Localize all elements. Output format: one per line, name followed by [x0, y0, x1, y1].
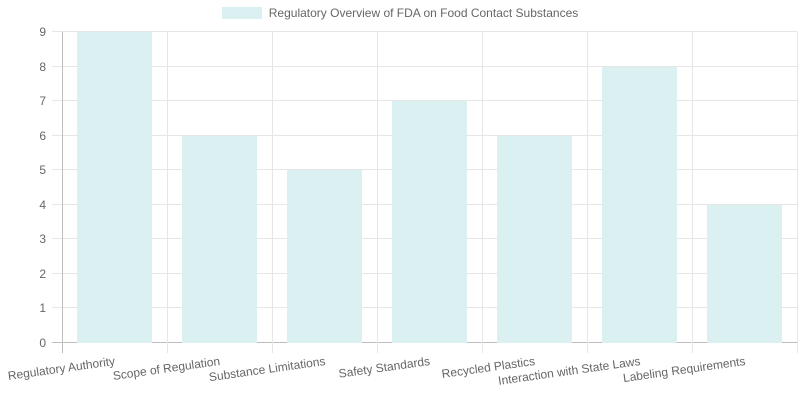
x-tick-label: Labeling Requirements	[622, 354, 747, 386]
y-tick-label: 0	[39, 336, 46, 350]
v-gridline	[482, 32, 483, 353]
plot-area: 0 1 2 3 4 5 6 7 8 9 Regulatory Authority Scope of R…	[7, 26, 798, 388]
y-tick-label: 2	[39, 266, 46, 281]
y-tick-label: 3	[39, 232, 46, 247]
y-tick-label: 4	[39, 197, 46, 212]
y-tick-label: 1	[39, 301, 46, 316]
x-tick-label: Substance Limitations	[208, 354, 327, 385]
v-gridline	[377, 32, 378, 353]
v-gridline	[692, 32, 693, 353]
bar-labeling-requirements[interactable]	[706, 204, 783, 343]
legend-swatch	[221, 7, 262, 19]
x-tick-label: Scope of Regulation	[112, 354, 222, 383]
x-tick-label: Safety Standards	[338, 354, 432, 381]
legend-label: Regulatory Overview of FDA on Food Conta…	[268, 6, 579, 20]
v-gridline	[587, 32, 588, 353]
h-gridline	[52, 31, 797, 32]
y-tick-label: 8	[39, 59, 46, 74]
v-gridline	[797, 32, 798, 353]
bar-interaction-with-state-laws[interactable]	[601, 66, 678, 343]
bar-regulatory-authority[interactable]	[76, 32, 153, 343]
y-tick-label: 5	[39, 163, 46, 178]
bar-recycled-plastics[interactable]	[496, 135, 573, 343]
bar-substance-limitations[interactable]	[286, 170, 363, 343]
x-tick-label: Regulatory Authority	[7, 354, 117, 383]
y-tick-label: 7	[39, 94, 46, 109]
chart-legend-item[interactable]: Regulatory Overview of FDA on Food Conta…	[0, 7, 800, 19]
y-tick-label: 6	[39, 128, 46, 143]
v-gridline	[167, 32, 168, 353]
h-gridline	[52, 65, 797, 67]
bar-safety-standards[interactable]	[391, 101, 468, 343]
y-axis-line	[62, 32, 63, 353]
y-tick-label: 9	[39, 25, 46, 39]
h-gridline	[52, 100, 797, 102]
v-gridline	[272, 32, 273, 353]
bar-scope-of-regulation[interactable]	[181, 135, 258, 343]
